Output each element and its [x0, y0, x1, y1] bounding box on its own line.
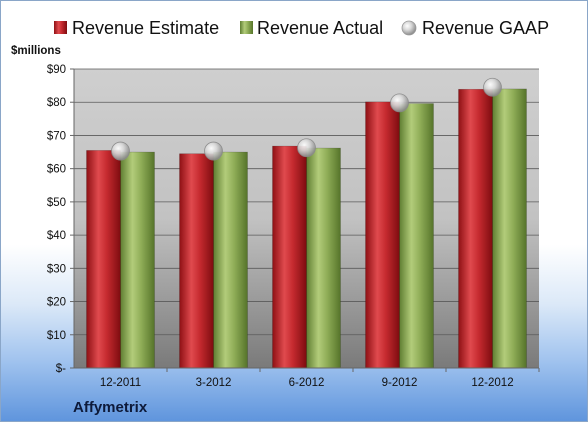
y-tick-label: $60 — [47, 164, 66, 176]
bar-revenue-estimate — [365, 101, 400, 369]
bar-revenue-actual — [306, 147, 341, 369]
bar-revenue-estimate — [458, 88, 493, 369]
bar-revenue-estimate — [179, 153, 214, 369]
y-axis-unit-label: $millions — [11, 45, 61, 57]
legend-swatch-estimate — [54, 21, 67, 34]
x-tick-label: 12-2012 — [471, 377, 513, 389]
marker-revenue-gaap — [111, 141, 130, 161]
y-tick-label: $- — [56, 363, 66, 375]
marker-revenue-gaap — [297, 138, 316, 158]
marker-revenue-gaap — [483, 77, 502, 97]
gaap-markers — [111, 77, 502, 161]
legend-swatch-actual — [240, 21, 253, 34]
x-axis-ticks: 12-2011 3-2012 6-2012 9-2012 12-2012 — [100, 368, 540, 389]
y-tick-label: $30 — [47, 263, 66, 275]
y-tick-label: $10 — [47, 330, 66, 342]
bar-revenue-estimate — [86, 150, 121, 369]
marker-revenue-gaap — [204, 141, 223, 161]
legend-label-estimate: Revenue Estimate — [72, 18, 219, 38]
legend-label-gaap: Revenue GAAP — [422, 18, 549, 38]
y-axis-ticks: $- $10 $20 $30 $40 $50 $60 $70 $80 $90 — [47, 64, 74, 375]
bar-revenue-actual — [120, 151, 155, 369]
legend: Revenue Estimate Revenue Actual Revenue … — [54, 18, 549, 38]
bar-revenue-actual — [399, 103, 434, 369]
y-tick-label: $50 — [47, 197, 66, 209]
bar-revenue-actual — [213, 151, 248, 369]
x-tick-label: 6-2012 — [289, 377, 325, 389]
bars — [86, 88, 527, 369]
x-tick-label: 12-2011 — [100, 377, 141, 389]
x-tick-label: 3-2012 — [196, 377, 232, 389]
company-name: Affymetrix — [73, 399, 148, 416]
bar-revenue-actual — [492, 88, 527, 369]
y-tick-label: $40 — [47, 230, 66, 242]
y-tick-label: $80 — [47, 97, 66, 109]
bar-revenue-estimate — [272, 145, 307, 369]
y-tick-label: $90 — [47, 64, 66, 76]
y-tick-label: $70 — [47, 130, 66, 142]
x-tick-label: 9-2012 — [382, 377, 418, 389]
legend-label-actual: Revenue Actual — [257, 18, 383, 38]
marker-revenue-gaap — [390, 93, 409, 113]
legend-marker-gaap — [401, 20, 417, 36]
y-tick-label: $20 — [47, 297, 66, 309]
